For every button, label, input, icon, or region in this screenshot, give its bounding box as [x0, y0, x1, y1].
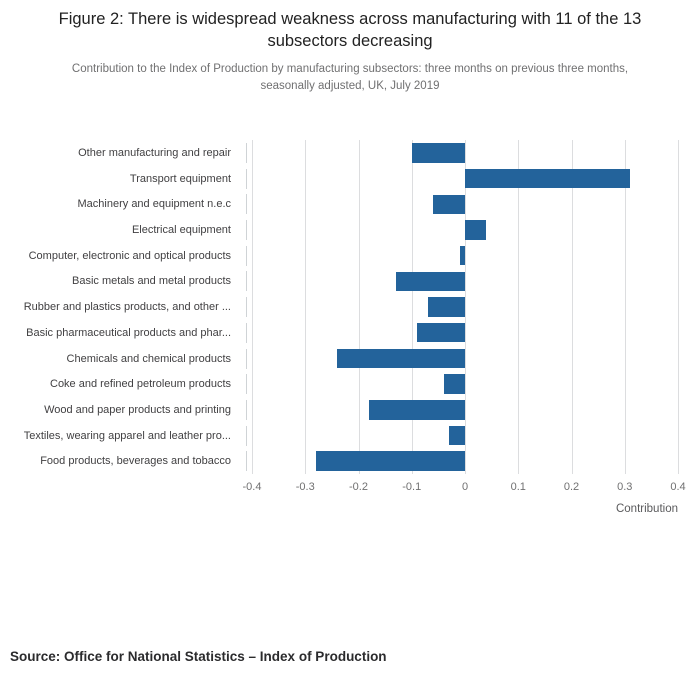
- category-label: Electrical equipment: [131, 224, 231, 237]
- category-label: Other manufacturing and repair: [78, 147, 231, 159]
- chart-subtitle: Contribution to the Index of Production …: [71, 62, 629, 93]
- x-axis-tick-label: 0.3: [617, 481, 633, 494]
- chart-row: [252, 423, 678, 449]
- category-tick-mark: [245, 143, 247, 163]
- category-tick: [240, 140, 252, 166]
- category-tick-mark: [245, 374, 247, 395]
- category-label: Food products, beverages and tobacco: [40, 455, 231, 468]
- category-tick-mark: [245, 220, 247, 241]
- bar-negative: [395, 271, 465, 292]
- gridline: [305, 140, 307, 475]
- category-tick: [240, 192, 252, 218]
- x-axis-title: Contribution: [615, 503, 678, 516]
- plot-area: [252, 140, 679, 475]
- category-tick-mark: [245, 399, 247, 420]
- bar-positive: [465, 220, 487, 240]
- gridline: [678, 140, 679, 475]
- x-axis-label-row: Contribution: [0, 503, 678, 515]
- category-label: Computer, electronic and optical product…: [28, 249, 231, 262]
- gridline: [465, 140, 466, 475]
- chart-row: [252, 243, 678, 269]
- chart-row: [252, 140, 678, 166]
- category-axis-ticks: [240, 140, 252, 474]
- category-label: Basic metals and metal products: [72, 275, 231, 288]
- category-tick-mark: [245, 451, 247, 472]
- x-axis-tick-label: -0.3: [295, 481, 315, 494]
- category-tick-mark: [245, 322, 247, 343]
- x-axis-tick-label: 0: [461, 481, 469, 494]
- category-tick: [240, 217, 252, 243]
- bar-negative: [411, 143, 465, 163]
- chart-row: [252, 397, 678, 423]
- category-tick: [240, 448, 252, 474]
- chart-title: Figure 2: There is widespread weakness a…: [58, 10, 642, 51]
- x-axis: -0.4 -0.3 -0.2 -0.1 0 0.1 0.2 0.3 0.4: [0, 481, 686, 495]
- bar-negative: [417, 322, 465, 343]
- chart-row: [252, 192, 678, 218]
- x-axis-tick-label: 0.1: [510, 481, 526, 494]
- chart-row: [252, 448, 678, 474]
- category-tick: [240, 294, 252, 320]
- category-tick-mark: [245, 271, 247, 292]
- category-tick: [240, 243, 252, 269]
- chart-row: [252, 166, 678, 192]
- bar-negative: [433, 194, 465, 215]
- gridline: [252, 140, 253, 475]
- x-axis-tick-label: -0.4: [242, 481, 262, 494]
- category-axis-labels: Other manufacturing and repair Transport …: [0, 140, 240, 474]
- category-tick: [240, 166, 252, 192]
- category-label: Textiles, wearing apparel and leather pr…: [23, 429, 231, 442]
- x-axis-tick-label: 0.2: [563, 481, 580, 494]
- bar-negative: [369, 400, 465, 420]
- source-text: Source: Office for National Statistics –…: [10, 649, 387, 664]
- category-tick: [240, 346, 252, 372]
- chart-row: [252, 371, 678, 397]
- gridline: [571, 140, 573, 475]
- category-tick: [240, 423, 252, 449]
- category-tick-mark: [245, 245, 247, 266]
- gridline: [624, 140, 626, 475]
- bar-negative: [427, 297, 465, 317]
- chart-row: [252, 320, 678, 346]
- chart-row: [252, 294, 678, 320]
- bar-negative: [459, 245, 465, 266]
- gridline: [518, 140, 520, 475]
- category-tick: [240, 397, 252, 423]
- category-tick: [240, 269, 252, 295]
- category-tick-mark: [245, 348, 247, 369]
- x-axis-tick-label: -0.1: [402, 481, 422, 494]
- category-tick: [240, 320, 252, 346]
- category-tick-mark: [245, 297, 247, 318]
- category-tick-mark: [245, 425, 247, 446]
- bar-negative: [443, 374, 465, 394]
- chart-body: Other manufacturing and repair Transport …: [0, 140, 679, 475]
- bar-negative: [337, 348, 465, 369]
- category-label: Chemicals and chemical products: [66, 352, 231, 365]
- x-axis-tick-label: -0.2: [349, 481, 368, 494]
- chart-row: [252, 269, 678, 295]
- bar-chart: Other manufacturing and repair Transport …: [0, 140, 700, 515]
- x-axis-tick-label: 0.4: [670, 481, 686, 494]
- category-label: Machinery and equipment n.e.c: [77, 198, 231, 211]
- category-tick-mark: [245, 194, 247, 215]
- category-tick-mark: [245, 168, 247, 189]
- category-label: Basic pharmaceutical products and phar..…: [26, 326, 231, 339]
- x-axis-label-spacer: [0, 503, 252, 515]
- bar-negative: [449, 425, 465, 446]
- gridline: [411, 140, 413, 475]
- bar-positive: [465, 168, 631, 189]
- category-label: Coke and refined petroleum products: [50, 378, 231, 391]
- bar-negative: [315, 451, 465, 471]
- chart-row: [252, 346, 678, 372]
- category-tick: [240, 371, 252, 397]
- gridline: [358, 140, 360, 475]
- category-label: Transport equipment: [129, 172, 231, 185]
- x-axis-tick-labels: -0.4 -0.3 -0.2 -0.1 0 0.1 0.2 0.3 0.4: [243, 481, 686, 495]
- x-axis-spacer: [0, 481, 252, 495]
- category-label: Rubber and plastics products, and other …: [23, 301, 231, 314]
- chart-row: [252, 217, 678, 243]
- category-label: Wood and paper products and printing: [44, 403, 231, 416]
